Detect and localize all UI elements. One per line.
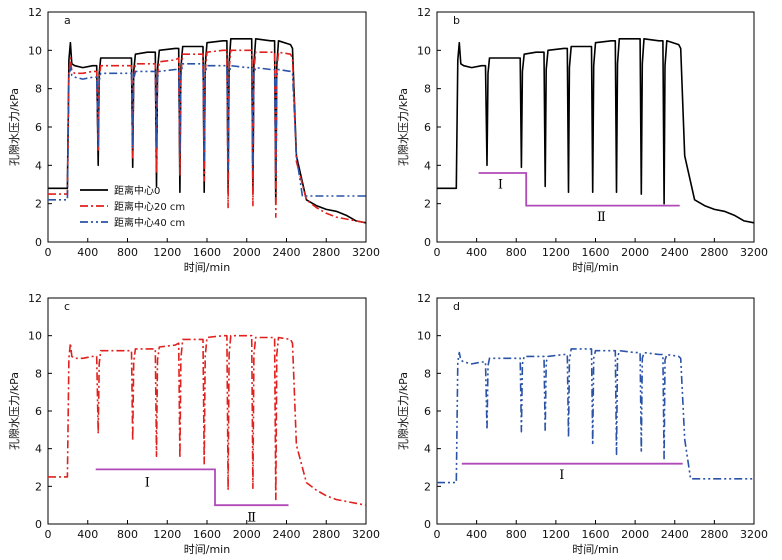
chart-panel-b: 0 400 800 1200 1600 2000 2400 2800 3200 0 2 4 6 8 10 12… xyxy=(396,6,768,274)
y-tick-label: 6 xyxy=(424,121,431,134)
x-tick-label: 1600 xyxy=(193,246,221,259)
y-tick-label: 4 xyxy=(424,159,431,172)
x-tick-label: 1200 xyxy=(153,246,181,259)
x-tick-label: 0 xyxy=(45,246,52,259)
y-tick-label: 8 xyxy=(35,367,42,380)
series-line-1 xyxy=(437,348,754,484)
legend-entry: 距离中心0 xyxy=(114,184,160,197)
x-tick-label: 800 xyxy=(506,528,527,541)
x-tick-label: 1600 xyxy=(582,246,610,259)
x-tick-label: 2800 xyxy=(700,246,728,259)
x-axis-label: 时间/min xyxy=(184,543,230,556)
y-tick-label: 2 xyxy=(35,198,42,211)
x-axis-label: 时间/min xyxy=(572,543,618,556)
stage-label: Ⅰ xyxy=(559,468,564,483)
y-tick-label: 10 xyxy=(28,330,42,343)
x-tick-label: 2800 xyxy=(312,246,340,259)
y-tick-label: 10 xyxy=(28,44,42,57)
chart-panel-d: 0 400 800 1200 1600 2000 2400 2800 3200 0 2 4 6 8 10 12… xyxy=(396,292,768,556)
panel-label: b xyxy=(453,14,460,27)
x-tick-label: 2400 xyxy=(273,528,301,541)
y-tick-label: 0 xyxy=(35,518,42,531)
y-tick-label: 12 xyxy=(417,292,431,305)
chart-panel-a: 0 400 800 1200 1600 2000 2400 2800 3200 0 2 4 6 8 10 12… xyxy=(7,6,380,274)
x-tick-label: 0 xyxy=(434,246,441,259)
x-axis-label: 时间/min xyxy=(572,261,618,274)
y-tick-label: 0 xyxy=(424,236,431,249)
series-line-1 xyxy=(437,37,755,224)
y-tick-label: 8 xyxy=(424,83,431,96)
y-tick-label: 8 xyxy=(35,83,42,96)
legend-entry: 距离中心20 cm xyxy=(114,200,185,213)
y-tick-label: 10 xyxy=(417,330,431,343)
y-tick-label: 0 xyxy=(35,236,42,249)
y-axis-label: 孔隙水压力/kPa xyxy=(396,88,410,166)
x-tick-label: 2000 xyxy=(233,246,261,259)
x-tick-label: 0 xyxy=(45,528,52,541)
x-tick-label: 1200 xyxy=(542,528,570,541)
panel-label: c xyxy=(64,300,70,313)
x-tick-label: 2400 xyxy=(273,246,301,259)
y-tick-label: 0 xyxy=(424,518,431,531)
x-tick-label: 400 xyxy=(466,246,487,259)
x-tick-label: 1600 xyxy=(582,528,610,541)
panel-label: a xyxy=(64,14,71,27)
series-line-3 xyxy=(48,62,366,201)
stage-line xyxy=(478,172,680,207)
x-tick-label: 800 xyxy=(506,246,527,259)
x-tick-label: 1600 xyxy=(193,528,221,541)
x-tick-label: 800 xyxy=(117,528,138,541)
y-tick-label: 2 xyxy=(424,198,431,211)
y-tick-label: 4 xyxy=(35,159,42,172)
x-tick-label: 400 xyxy=(77,528,98,541)
x-tick-label: 800 xyxy=(117,246,138,259)
y-tick-label: 12 xyxy=(28,292,42,305)
y-tick-label: 10 xyxy=(417,44,431,57)
panel-label: d xyxy=(453,300,460,313)
y-tick-label: 12 xyxy=(417,6,431,19)
x-tick-label: 2400 xyxy=(661,246,689,259)
x-tick-label: 0 xyxy=(434,528,441,541)
x-tick-label: 2000 xyxy=(233,528,261,541)
stage-label: Ⅱ xyxy=(247,510,256,525)
stage-label: Ⅰ xyxy=(498,178,503,193)
y-tick-label: 2 xyxy=(424,480,431,493)
y-tick-label: 8 xyxy=(424,367,431,380)
y-tick-label: 4 xyxy=(424,443,431,456)
x-tick-label: 400 xyxy=(77,246,98,259)
x-tick-label: 3200 xyxy=(352,528,380,541)
x-axis-label: 时间/min xyxy=(184,261,230,274)
legend: 距离中心0 距离中心20 cm 距离中心40 cm xyxy=(80,184,185,229)
y-axis-label: 孔隙水压力/kPa xyxy=(7,372,21,450)
x-tick-label: 3200 xyxy=(352,246,380,259)
x-tick-label: 1200 xyxy=(153,528,181,541)
legend-entry: 距离中心40 cm xyxy=(114,216,185,229)
x-tick-label: 2000 xyxy=(621,528,649,541)
x-tick-label: 1200 xyxy=(542,246,570,259)
x-tick-label: 400 xyxy=(466,528,487,541)
y-tick-label: 4 xyxy=(35,443,42,456)
series-line-2 xyxy=(48,49,367,224)
y-tick-label: 6 xyxy=(35,121,42,134)
y-tick-label: 6 xyxy=(35,405,42,418)
x-tick-label: 3200 xyxy=(740,528,768,541)
x-tick-label: 2800 xyxy=(312,528,340,541)
x-tick-label: 2000 xyxy=(621,246,649,259)
x-tick-label: 2800 xyxy=(700,528,728,541)
stage-label: Ⅱ xyxy=(597,210,606,225)
chart-panel-c: 0 400 800 1200 1600 2000 2400 2800 3200 0 2 4 6 8 10 12… xyxy=(7,292,380,556)
y-tick-label: 6 xyxy=(424,405,431,418)
x-tick-label: 3200 xyxy=(740,246,768,259)
x-tick-label: 2400 xyxy=(661,528,689,541)
plot-frame xyxy=(47,297,367,525)
y-tick-label: 12 xyxy=(28,6,42,19)
stage-label: Ⅰ xyxy=(145,476,150,491)
y-axis-label: 孔隙水压力/kPa xyxy=(396,372,410,450)
series-line-1 xyxy=(48,334,367,506)
y-tick-label: 2 xyxy=(35,480,42,493)
plot-frame xyxy=(436,297,755,525)
y-axis-label: 孔隙水压力/kPa xyxy=(7,88,21,166)
stage-line xyxy=(95,468,289,507)
